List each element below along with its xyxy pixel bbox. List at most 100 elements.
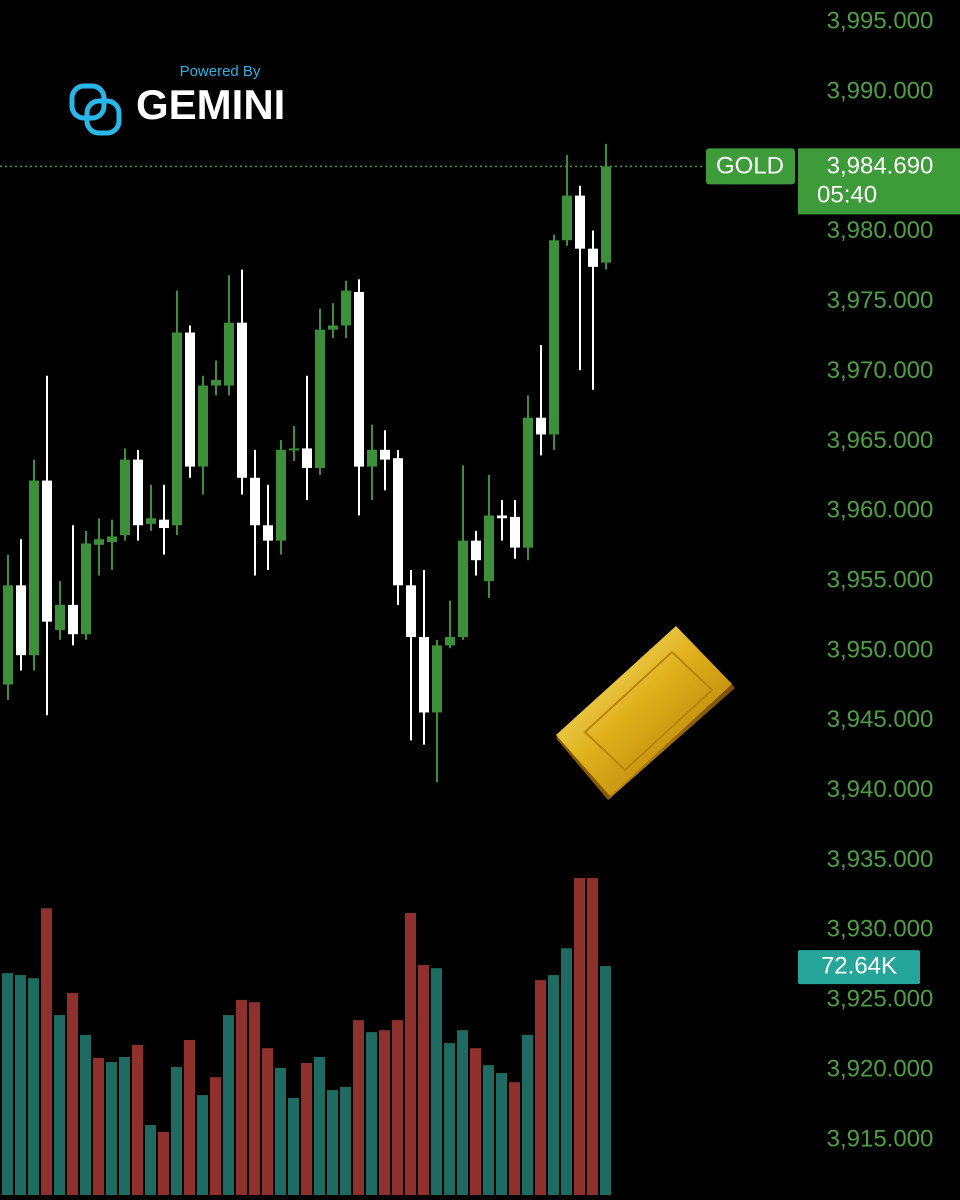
candle-body xyxy=(601,166,611,263)
volume-last-label: 72.64K xyxy=(821,952,897,979)
volume-bar xyxy=(353,1020,364,1195)
candle-body xyxy=(16,585,26,656)
volume-bar xyxy=(431,968,442,1195)
volume-bar xyxy=(327,1090,338,1195)
volume-bar xyxy=(236,999,247,1195)
candle-body xyxy=(276,449,286,541)
volume-bar xyxy=(600,966,611,1195)
candle-body xyxy=(497,515,507,519)
volume-bar xyxy=(444,1043,455,1195)
candle-body xyxy=(302,448,312,468)
candle-body xyxy=(588,248,598,267)
powered-by: Powered By xyxy=(180,63,261,80)
volume-bar xyxy=(41,908,52,1195)
countdown-label: 05:40 xyxy=(817,182,877,209)
candle-body xyxy=(575,195,585,249)
volume-bar xyxy=(561,948,572,1195)
symbol-label: GOLD xyxy=(716,153,784,180)
candle-body xyxy=(42,480,52,622)
candle-body xyxy=(133,459,143,526)
y-tick-label: 3,960.000 xyxy=(827,497,934,524)
y-tick-label: 3,935.000 xyxy=(827,846,934,873)
y-tick-label: 3,925.000 xyxy=(827,986,934,1013)
brand-name: GEMINI xyxy=(136,81,285,128)
candle-body xyxy=(341,290,351,326)
candle-body xyxy=(198,385,208,467)
candle-body xyxy=(328,325,338,330)
volume-bar xyxy=(275,1068,286,1195)
volume-bar xyxy=(2,973,13,1195)
candle-body xyxy=(68,604,78,635)
y-tick-label: 3,980.000 xyxy=(827,217,934,244)
volume-bar xyxy=(171,1067,182,1195)
candle-body xyxy=(419,637,429,713)
volume-bar xyxy=(301,1062,312,1195)
candle-body xyxy=(3,585,13,685)
volume-bar xyxy=(379,1030,390,1195)
volume-bar xyxy=(496,1073,507,1195)
volume-bar xyxy=(574,878,585,1195)
candle-body xyxy=(29,480,39,656)
y-tick-label: 3,990.000 xyxy=(827,78,934,105)
logo-icon xyxy=(69,83,122,136)
candle-body xyxy=(107,536,117,543)
volume-bar xyxy=(262,1048,273,1195)
volume-bar xyxy=(470,1048,481,1195)
volume-bar xyxy=(184,1039,195,1195)
symbol-badge xyxy=(706,148,795,185)
candle-body xyxy=(81,543,91,635)
volume-bar xyxy=(249,1002,260,1195)
candle-body xyxy=(159,519,169,529)
volume-bar xyxy=(106,1062,117,1195)
y-tick-label: 3,945.000 xyxy=(827,706,934,733)
brand-logo: Powered By GEMINI xyxy=(69,63,285,136)
y-tick-label: 3,965.000 xyxy=(827,427,934,454)
volume-bar xyxy=(457,1030,468,1195)
candle-body xyxy=(55,604,65,631)
volume-bar xyxy=(483,1065,494,1195)
candle-body xyxy=(315,329,325,468)
volume-bar xyxy=(288,1097,299,1195)
candle-body xyxy=(172,332,182,526)
candle-body xyxy=(484,515,494,582)
volume-bar xyxy=(223,1015,234,1195)
y-tick-label: 3,920.000 xyxy=(827,1055,934,1082)
y-tick-label: 3,930.000 xyxy=(827,916,934,943)
plot-area: 3,995.0003,990.0003,985.0003,980.0003,97… xyxy=(0,8,960,1195)
volume-bar xyxy=(509,1082,520,1195)
candle-body xyxy=(146,518,156,524)
y-tick-label: 3,955.000 xyxy=(827,566,934,593)
candle-body xyxy=(549,240,559,435)
volume-bar xyxy=(314,1056,325,1195)
y-tick-label: 3,975.000 xyxy=(827,287,934,314)
volume-bar xyxy=(15,975,26,1195)
candle-body xyxy=(458,540,468,638)
volume-bar xyxy=(210,1077,221,1195)
volume-bar xyxy=(158,1131,169,1195)
y-tick-label: 3,970.000 xyxy=(827,357,934,384)
candle-body xyxy=(562,195,572,241)
volume-bar xyxy=(197,1095,208,1195)
volume-bar xyxy=(119,1056,130,1195)
y-tick-label: 3,950.000 xyxy=(827,636,934,663)
volume-bar xyxy=(80,1034,91,1195)
candle-body xyxy=(406,585,416,638)
candle-body xyxy=(432,645,442,713)
volume-bar xyxy=(366,1032,377,1195)
volume-bar xyxy=(93,1057,104,1195)
candle-body xyxy=(237,322,247,478)
volume-badge xyxy=(798,950,920,985)
candle-body xyxy=(354,291,364,467)
price-badge xyxy=(798,148,960,215)
volume-bar xyxy=(535,980,546,1195)
candle-body xyxy=(536,417,546,435)
volume-bar xyxy=(54,1015,65,1195)
volume-bar xyxy=(522,1034,533,1195)
candle-body xyxy=(250,477,260,526)
last-price-label: 3,984.690 xyxy=(827,153,934,180)
volume-bar xyxy=(405,912,416,1195)
candle-body xyxy=(224,322,234,386)
volume-bar xyxy=(418,964,429,1195)
